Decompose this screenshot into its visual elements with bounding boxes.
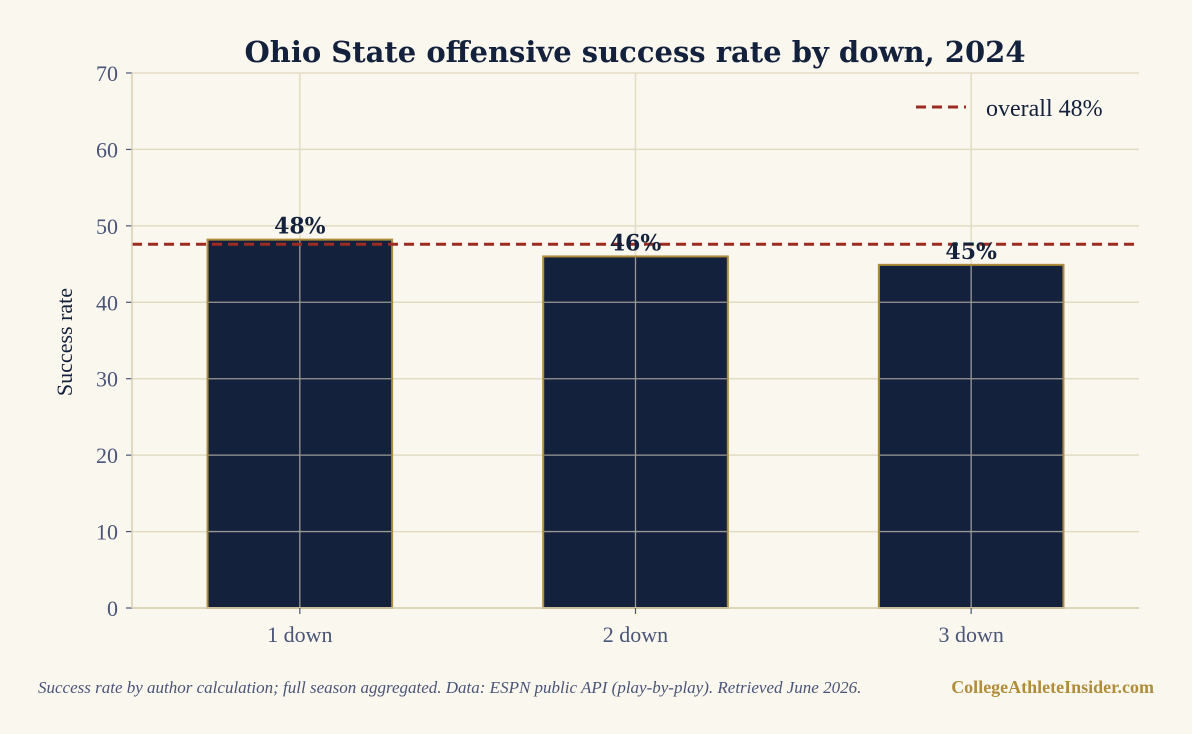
axes: 0 10 20 30 40 50 60 70 1 down 2 down 3 down [96,61,1139,647]
chart-title: Ohio State offensive success rate by dow… [244,35,1025,69]
y-tick-label: 10 [96,520,118,545]
x-tick-label: 2 down [603,622,668,647]
legend-entry: overall 48% [986,96,1103,122]
footer-note: Success rate by author calculation; full… [38,678,861,697]
y-tick-label: 20 [96,443,118,468]
bar-value-label: 48% [274,214,326,240]
y-tick-label: 60 [96,137,118,162]
y-tick-label: 70 [96,61,118,86]
bar-value-label: 46% [610,230,662,256]
y-tick-label: 50 [96,214,118,239]
x-tick-label: 3 down [938,622,1003,647]
footer-brand: CollegeAthleteInsider.com [951,677,1154,697]
y-axis-label: Success rate [52,288,77,396]
legend: overall 48% [916,96,1103,122]
bar-value-label: 45% [945,239,997,265]
y-tick-label: 0 [107,596,118,621]
y-tick-label: 40 [96,290,118,315]
x-tick-label: 1 down [267,622,332,647]
y-tick-label: 30 [96,367,118,392]
gridlines-overlay [132,240,1139,608]
bar-labels: 48% 46% 45% [274,214,997,265]
